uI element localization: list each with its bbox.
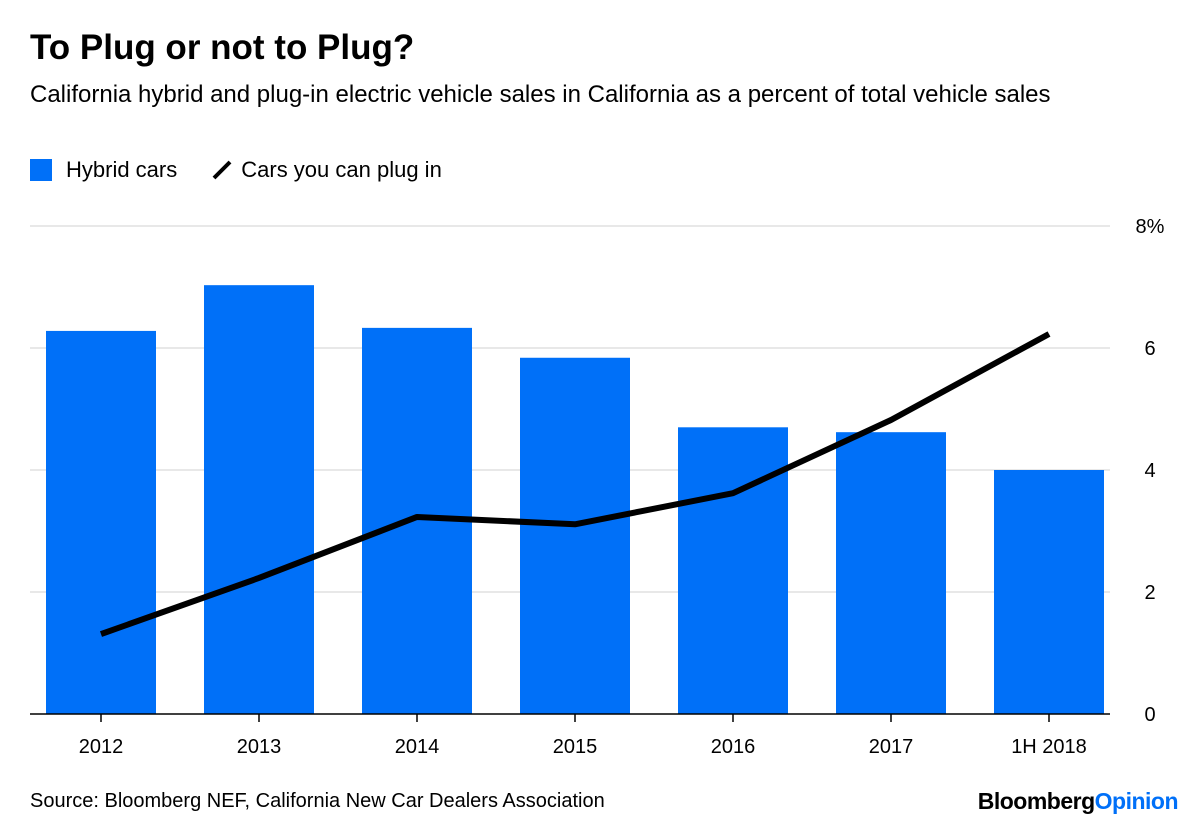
bar-2017	[836, 432, 946, 714]
x-tick-label: 2013	[237, 736, 282, 758]
chart-subtitle: California hybrid and plug-in electric v…	[30, 81, 1051, 108]
bar-2016	[678, 427, 788, 714]
y-tick-label: 0	[1144, 704, 1155, 726]
x-tick-label: 2012	[79, 736, 124, 758]
source-note: Source: Bloomberg NEF, California New Ca…	[30, 790, 605, 812]
x-tick-label: 1H 2018	[1011, 736, 1087, 758]
chart-title: To Plug or not to Plug?	[30, 28, 415, 67]
x-tick-label: 2017	[869, 736, 914, 758]
bar-2015	[520, 357, 630, 714]
logo-part-2: Opinion	[1094, 788, 1179, 814]
y-tick-label: 6	[1144, 338, 1155, 360]
x-tick-label: 2016	[711, 736, 756, 758]
legend: Hybrid cars Cars you can plug in	[30, 157, 442, 183]
legend-swatch-plugin	[212, 160, 232, 180]
x-tick-label: 2014	[395, 736, 440, 758]
x-tick-label: 2015	[553, 736, 598, 758]
bloomberg-opinion-logo: BloombergOpinion	[977, 788, 1179, 815]
y-tick-label: 2	[1144, 582, 1155, 604]
bar-1H-2018	[994, 470, 1104, 714]
legend-label-plugin: Cars you can plug in	[241, 157, 442, 182]
bar-2013	[204, 285, 314, 714]
logo-part-1: Bloomberg	[977, 788, 1095, 814]
legend-label-hybrid: Hybrid cars	[66, 157, 178, 182]
y-tick-label: 8%	[1136, 216, 1165, 238]
legend-swatch-hybrid	[30, 159, 52, 181]
y-tick-label: 4	[1144, 460, 1155, 482]
bar-2012	[46, 330, 156, 714]
